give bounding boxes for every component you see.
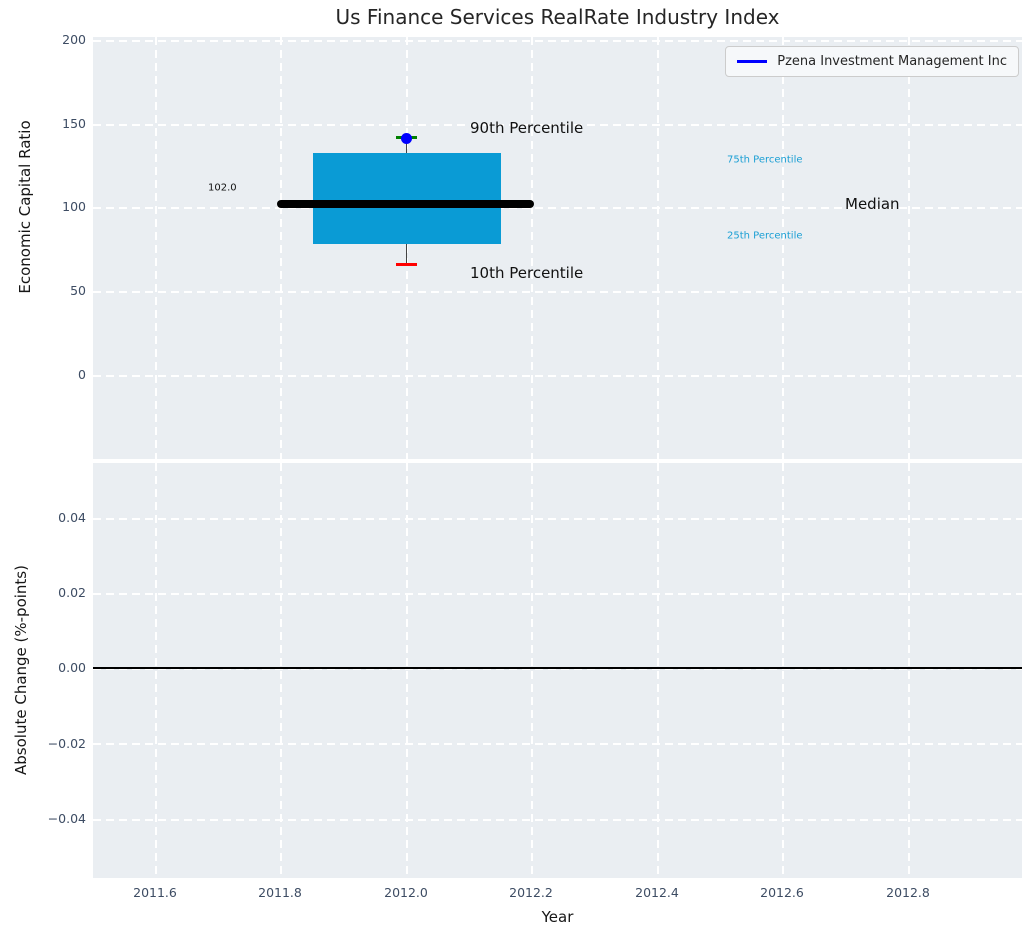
ytick-bottom: −0.02 [47, 736, 86, 751]
ytick-top: 200 [62, 32, 86, 47]
annotation-median-value: 102.0 [208, 182, 237, 194]
boxplot-median-line [277, 200, 534, 208]
zero-reference-line [93, 667, 1022, 669]
gridline-v [657, 37, 659, 459]
xtick: 2012.8 [886, 885, 930, 900]
gridline-v [280, 463, 282, 878]
xtick: 2012.0 [384, 885, 428, 900]
boxplot-10th-percentile-cap [396, 263, 417, 266]
ytick-top: 100 [62, 199, 86, 214]
ytick-bottom: −0.04 [47, 811, 86, 826]
xtick: 2011.8 [258, 885, 302, 900]
gridline-v [406, 463, 408, 878]
bottom-y-axis-label: Absolute Change (%-points) [12, 565, 30, 775]
gridline-v [908, 463, 910, 878]
xtick: 2012.6 [760, 885, 804, 900]
top-plot-area: 90th Percentile 10th Percentile 75th Per… [93, 37, 1022, 459]
gridline-v [657, 463, 659, 878]
ytick-bottom: 0.04 [58, 510, 86, 525]
gridline-v [155, 37, 157, 459]
gridline-v [908, 37, 910, 459]
bottom-plot-area [93, 463, 1022, 878]
gridline-h [93, 518, 1022, 520]
xtick: 2012.2 [509, 885, 553, 900]
gridline-h [93, 40, 1022, 42]
ytick-top: 50 [70, 283, 86, 298]
gridline-h [93, 124, 1022, 126]
gridline-h [93, 207, 1022, 209]
legend: Pzena Investment Management Inc [725, 46, 1019, 77]
gridline-v [782, 37, 784, 459]
gridline-v [531, 37, 533, 459]
company-data-point [401, 133, 412, 144]
gridline-h [93, 743, 1022, 745]
ytick-top: 150 [62, 116, 86, 131]
ytick-bottom: 0.02 [58, 585, 86, 600]
gridline-v [280, 37, 282, 459]
gridline-h [93, 375, 1022, 377]
gridline-h [93, 819, 1022, 821]
gridline-v [155, 463, 157, 878]
gridline-h [93, 291, 1022, 293]
legend-label: Pzena Investment Management Inc [777, 54, 1007, 69]
xtick: 2011.6 [133, 885, 177, 900]
annotation-median: Median [845, 195, 900, 213]
annotation-25th-percentile: 25th Percentile [727, 230, 803, 242]
gridline-h [93, 593, 1022, 595]
legend-line-swatch [737, 60, 768, 63]
ytick-bottom: 0.00 [58, 660, 86, 675]
annotation-75th-percentile: 75th Percentile [727, 154, 803, 166]
annotation-10th-percentile: 10th Percentile [470, 264, 584, 282]
annotation-90th-percentile: 90th Percentile [470, 119, 584, 137]
ytick-top: 0 [78, 367, 86, 382]
top-y-axis-label: Economic Capital Ratio [16, 120, 34, 294]
chart-title: Us Finance Services RealRate Industry In… [335, 5, 780, 29]
gridline-v [782, 463, 784, 878]
gridline-v [531, 463, 533, 878]
xtick: 2012.4 [635, 885, 679, 900]
boxplot-iqr-box [313, 153, 501, 244]
x-axis-label: Year [541, 908, 574, 926]
gridline-h [93, 668, 1022, 670]
